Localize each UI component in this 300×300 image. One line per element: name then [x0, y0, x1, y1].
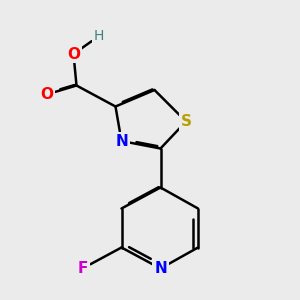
Text: O: O — [40, 87, 53, 102]
Text: O: O — [67, 46, 80, 62]
Text: N: N — [154, 261, 167, 276]
Text: N: N — [115, 134, 128, 148]
Text: S: S — [181, 114, 191, 129]
Text: H: H — [94, 29, 104, 43]
Text: F: F — [77, 261, 88, 276]
